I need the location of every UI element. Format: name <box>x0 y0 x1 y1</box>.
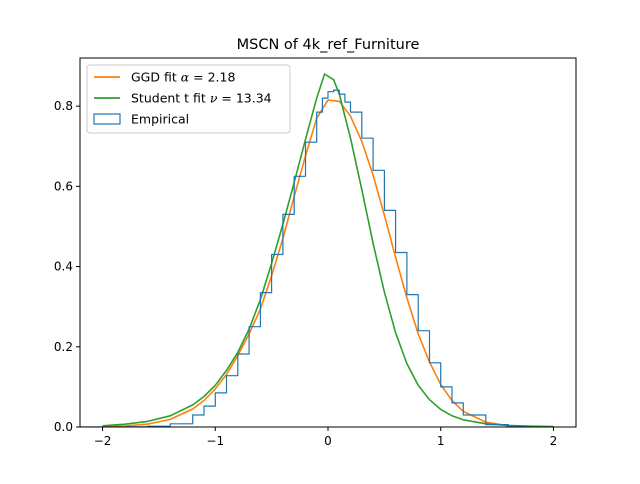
chart-title: MSCN of 4k_ref_Furniture <box>237 37 420 53</box>
y-tick-label: 0.0 <box>54 420 73 434</box>
legend-box <box>86 64 291 134</box>
legend-label: Student t fit ν = 13.34 <box>131 91 272 106</box>
y-tick-label: 0.6 <box>54 179 73 193</box>
legend-label: Empirical <box>131 112 189 127</box>
x-axis: −2 −1 0 1 2 <box>94 427 558 448</box>
legend-label-symbol: α <box>181 70 190 85</box>
legend-label-text: Student t fit <box>131 91 210 106</box>
legend-swatch <box>93 113 121 125</box>
x-tick-label: 2 <box>550 434 558 448</box>
legend-label-text: GGD fit <box>131 70 181 85</box>
legend-label-value: = 2.18 <box>189 70 235 85</box>
series-layer <box>80 73 554 427</box>
y-tick-label: 0.2 <box>54 340 73 354</box>
legend-label: GGD fit α = 2.18 <box>131 70 235 85</box>
y-tick-label: 0.4 <box>54 260 73 274</box>
legend-label-value: = 13.34 <box>217 91 271 106</box>
legend: GGD fit α = 2.18 Student t fit ν = 13.34 E… <box>86 64 291 134</box>
y-axis: 0.0 0.2 0.4 0.6 0.8 <box>54 99 80 434</box>
x-tick-label: 0 <box>324 434 332 448</box>
series-line-3 <box>80 89 526 427</box>
x-tick-label: 1 <box>437 434 445 448</box>
series-line-2 <box>102 73 554 427</box>
y-tick-label: 0.8 <box>54 99 73 113</box>
x-tick-label: −2 <box>94 434 112 448</box>
series-line-1 <box>102 99 554 427</box>
x-tick-label: −1 <box>206 434 224 448</box>
legend-label-symbol: ν <box>210 91 218 106</box>
